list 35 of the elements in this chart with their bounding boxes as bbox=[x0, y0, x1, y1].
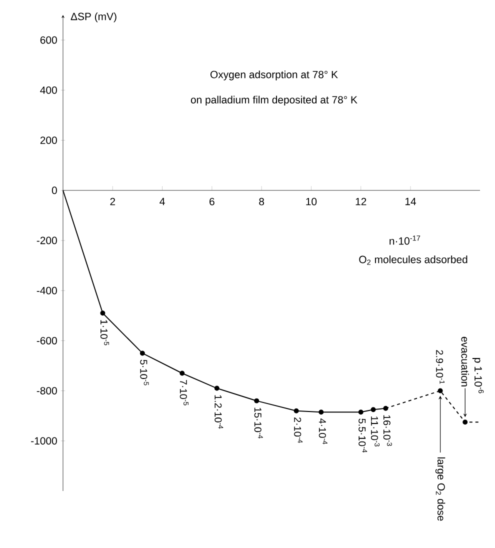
y-tick-label: 600 bbox=[40, 36, 57, 44]
y-tick-label: 0 bbox=[52, 186, 57, 194]
x-tick-label: 4 bbox=[160, 198, 165, 206]
y-tick-label: -400 bbox=[36, 286, 57, 294]
annotation: p 1·10$^{-6}$ bbox=[472, 358, 484, 394]
x-tick-label: 10 bbox=[306, 198, 317, 206]
annotation: 2.9·10$^{-1}$ bbox=[436, 350, 445, 384]
annotation: 4·10$^{-4}$ bbox=[318, 418, 328, 444]
x-tick-label: 8 bbox=[259, 198, 264, 206]
x-axis-title: O$_{2}$ molecules adsorbed bbox=[359, 256, 468, 265]
x-tick-label: 12 bbox=[356, 198, 366, 206]
y-tick-label: -1000 bbox=[31, 437, 57, 445]
y-tick-label: 400 bbox=[40, 86, 57, 94]
annotation: 1.2·10$^{-4}$ bbox=[214, 395, 224, 429]
annotation: 7·10$^{-5}$ bbox=[180, 380, 188, 406]
y-tick-label: -200 bbox=[36, 236, 57, 244]
annotation: 11·10$^{-3}$ bbox=[370, 416, 380, 446]
annotation: n·10$^{-17}$ bbox=[390, 236, 420, 245]
annotation: 5·10$^{-5}$ bbox=[140, 360, 149, 386]
x-tick-label: 2 bbox=[110, 198, 116, 206]
text: on palladium film deposited at 78° K bbox=[190, 96, 358, 106]
y-tick-label: 200 bbox=[40, 136, 57, 144]
annotation: 1·10$^{-5}$ bbox=[100, 320, 109, 346]
annotation: 2·10$^{-4}$ bbox=[294, 418, 303, 443]
text: Oxygen adsorption at 78° K bbox=[210, 70, 338, 80]
annotation: 16·10$^{-3}$ bbox=[383, 415, 392, 446]
annotation: evacuation bbox=[461, 336, 469, 386]
x-tick-label: 6 bbox=[210, 198, 214, 206]
y-tick-label: -600 bbox=[36, 336, 57, 344]
x-tick-label: 14 bbox=[405, 198, 416, 206]
annotation: large O$_{2}$ dose bbox=[435, 457, 446, 521]
annotation: 5.5·10$^{-4}$ bbox=[358, 418, 368, 452]
y-tick-label: -800 bbox=[36, 387, 57, 394]
y-axis-title: ΔSP (mV) bbox=[70, 12, 116, 22]
annotation: 15·10$^{-4}$ bbox=[254, 408, 263, 438]
